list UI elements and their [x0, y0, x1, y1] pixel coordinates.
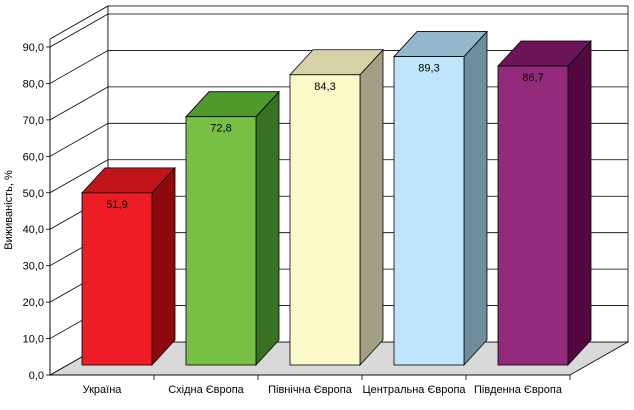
data-label: 89,3 [418, 63, 439, 75]
data-label: 86,7 [522, 72, 543, 84]
bar-side [567, 40, 592, 367]
y-axis: 0,0 10,0 20,0 30,0 40,0 50,0 60,0 70,0 80,0 90,0 [23, 42, 571, 382]
data-label: 72,8 [210, 123, 231, 135]
bar-front [497, 65, 569, 366]
bar [289, 48, 384, 367]
y-tick-label: 70,0 [23, 115, 44, 127]
y-tick-label: 60,0 [23, 151, 44, 163]
bar-side [463, 30, 488, 367]
y-tick-label: 0,0 [29, 370, 44, 382]
bar [497, 40, 592, 367]
data-label: 84,3 [314, 81, 335, 93]
y-tick-label: 40,0 [23, 224, 44, 236]
bar-side [359, 48, 384, 367]
y-axis-label: Виживаність, % [3, 170, 15, 250]
x-tick-label: Східна Європа [168, 384, 244, 396]
bar-side [255, 90, 280, 367]
y-tick-label: 50,0 [23, 188, 44, 200]
x-tick-label: Північна Європа [268, 384, 353, 396]
bar [393, 30, 488, 367]
bars [81, 30, 592, 367]
x-tick-label: Центральна Європа [362, 384, 466, 396]
gridline [49, 13, 628, 48]
data-label: 51,9 [106, 199, 127, 211]
bar-front [289, 74, 361, 366]
bar-front [185, 116, 257, 366]
bar [185, 90, 280, 367]
x-tick-label: Південна Європа [474, 384, 563, 396]
bar-front [81, 192, 153, 366]
y-tick-label: 90,0 [23, 42, 44, 54]
y-tick-label: 80,0 [23, 78, 44, 90]
y-tick-label: 20,0 [23, 297, 44, 309]
x-tick-label: Україна [83, 384, 123, 396]
y-tick-label: 30,0 [23, 261, 44, 273]
bar-side [151, 166, 176, 367]
labels: 51,9 Україна 72,8 Східна Європа 84,3 Північна… [83, 63, 563, 396]
bar-front [393, 56, 465, 366]
y-tick-label: 10,0 [23, 334, 44, 346]
bar [81, 166, 176, 367]
